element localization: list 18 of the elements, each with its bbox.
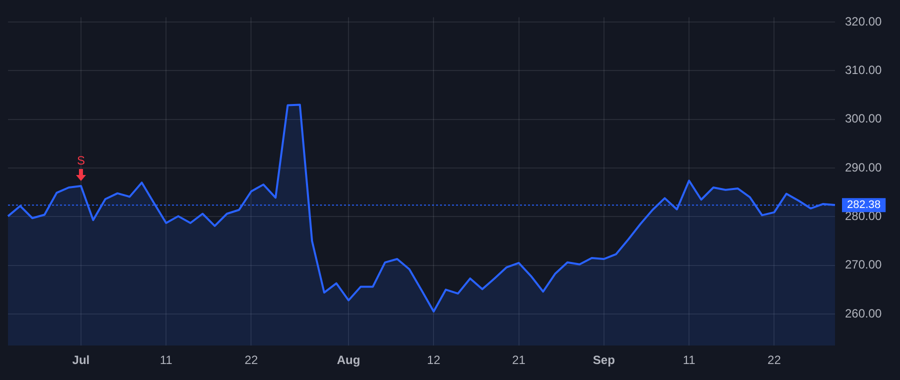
x-tick-label: Jul xyxy=(72,353,90,368)
y-tick-label: 290.00 xyxy=(845,160,882,174)
x-tick-label: 22 xyxy=(244,353,258,368)
y-tick-label: 310.00 xyxy=(845,63,882,78)
y-tick-label: 320.00 xyxy=(845,14,882,28)
y-tick-label: 280.00 xyxy=(845,208,882,223)
x-tick-label: 12 xyxy=(426,353,441,368)
ref-line-label: 282.38 xyxy=(847,199,881,212)
y-tick-label: 300.00 xyxy=(845,112,882,126)
y-tick-label: 270.00 xyxy=(845,258,882,272)
x-tick-label: Aug xyxy=(336,353,360,368)
y-tick-label: 260.00 xyxy=(845,306,882,320)
annotation: S xyxy=(76,153,85,168)
x-tick-label: 11 xyxy=(682,353,696,368)
x-tick-label: 11 xyxy=(160,353,173,368)
x-tick-label: 22 xyxy=(768,353,782,368)
x-tick-label: Sep xyxy=(592,353,615,368)
x-tick-label: 21 xyxy=(512,353,526,368)
